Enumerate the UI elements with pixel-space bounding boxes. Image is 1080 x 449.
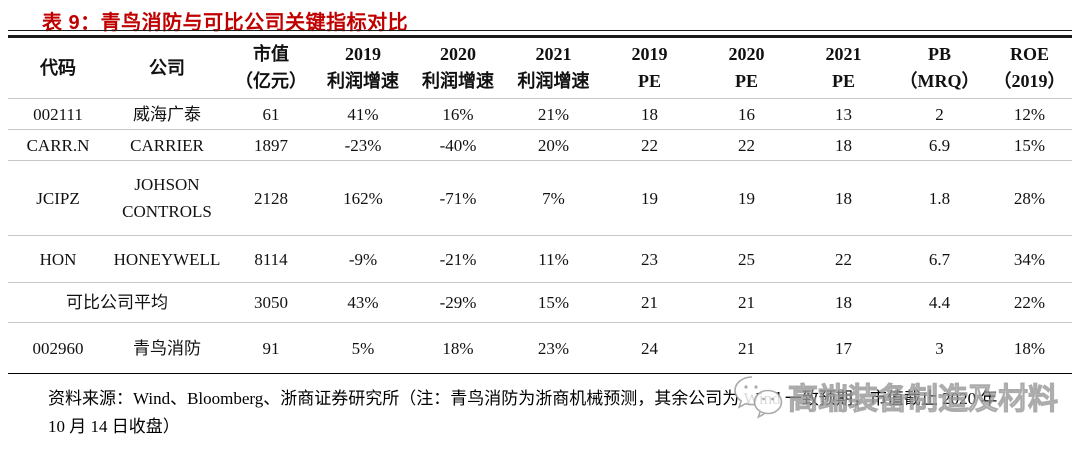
cell-code: 002111 — [8, 98, 108, 130]
cell-growth-2019: 5% — [316, 322, 410, 374]
cell-company: HONEYWELL — [108, 235, 226, 283]
cell-company: 威海广泰 — [108, 98, 226, 130]
cell-pe-2019: 24 — [601, 322, 698, 374]
comparison-table: 代码 公司 市值 （亿元） 2019 利润增速 2020 利润增速 2021 利润增速 … — [8, 38, 1072, 374]
cell-roe: 34% — [987, 235, 1072, 283]
cell-pb: 6.7 — [892, 235, 987, 283]
cell-growth-2020: -21% — [410, 235, 506, 283]
cell-growth-2021: 20% — [506, 129, 601, 161]
cell-pb: 1.8 — [892, 160, 987, 236]
cell-growth-2020: -29% — [410, 282, 506, 323]
cell-pe-2019: 19 — [601, 160, 698, 236]
cell-growth-2019: 41% — [316, 98, 410, 130]
cell-pe-2021: 18 — [795, 160, 892, 236]
cell-roe: 22% — [987, 282, 1072, 323]
cell-roe: 28% — [987, 160, 1072, 236]
source-note-line2: 10 月 14 日收盘） — [48, 417, 180, 436]
cell-pe-2020: 25 — [698, 235, 795, 283]
cell-code: CARR.N — [8, 129, 108, 161]
cell-market-cap: 3050 — [226, 282, 316, 323]
cell-pe-2020: 22 — [698, 129, 795, 161]
cell-roe: 15% — [987, 129, 1072, 161]
cell-pe-2020: 21 — [698, 322, 795, 374]
cell-pe-2019: 23 — [601, 235, 698, 283]
cell-growth-2019: -23% — [316, 129, 410, 161]
watermark: 高端装备制造及材料 — [731, 372, 1059, 420]
col-header-profit-growth-2021: 2021 利润增速 — [506, 38, 601, 99]
cell-pb: 2 — [892, 98, 987, 130]
cell-pe-2021: 18 — [795, 282, 892, 323]
cell-code: JCIPZ — [8, 160, 108, 236]
col-header-company: 公司 — [108, 38, 226, 99]
cell-company: 青鸟消防 — [108, 322, 226, 374]
cell-growth-2020: 16% — [410, 98, 506, 130]
cell-code: 002960 — [8, 322, 108, 374]
col-header-market-cap: 市值 （亿元） — [226, 38, 316, 99]
table-top-double-rule — [8, 30, 1072, 38]
cell-average-label: 可比公司平均 — [8, 282, 226, 323]
cell-growth-2020: -71% — [410, 160, 506, 236]
table-row-johson-controls: JCIPZ JOHSON CONTROLS 2128 162% -71% 7% … — [8, 160, 1072, 236]
cell-pe-2019: 21 — [601, 282, 698, 323]
cell-company: JOHSON CONTROLS — [108, 160, 226, 236]
cell-company: CARRIER — [108, 129, 226, 161]
cell-pe-2021: 13 — [795, 98, 892, 130]
cell-market-cap: 2128 — [226, 160, 316, 236]
cell-pb: 4.4 — [892, 282, 987, 323]
col-header-roe-2019: ROE （2019） — [987, 38, 1072, 99]
cell-pb: 3 — [892, 322, 987, 374]
col-header-profit-growth-2020: 2020 利润增速 — [410, 38, 506, 99]
wechat-bubbles-icon — [734, 376, 783, 419]
col-header-profit-growth-2019: 2019 利润增速 — [316, 38, 410, 99]
header-row: 代码 公司 市值 （亿元） 2019 利润增速 2020 利润增速 2021 利润增速 … — [8, 38, 1072, 99]
cell-pe-2019: 22 — [601, 129, 698, 161]
col-header-pb-mrq: PB （MRQ） — [892, 38, 987, 99]
cell-pe-2020: 16 — [698, 98, 795, 130]
cell-pe-2021: 17 — [795, 322, 892, 374]
cell-growth-2019: 43% — [316, 282, 410, 323]
cell-growth-2020: -40% — [410, 129, 506, 161]
cell-growth-2019: -9% — [316, 235, 410, 283]
col-header-pe-2019: 2019 PE — [601, 38, 698, 99]
table-row-honeywell: HON HONEYWELL 8114 -9% -21% 11% 23 25 22… — [8, 235, 1072, 283]
table-row-qingniao-fire: 002960 青鸟消防 91 5% 18% 23% 24 21 17 3 18% — [8, 322, 1072, 374]
cell-pe-2020: 21 — [698, 282, 795, 323]
cell-market-cap: 91 — [226, 322, 316, 374]
table-row-weihai-guangtai: 002111 威海广泰 61 41% 16% 21% 18 16 13 2 12… — [8, 98, 1072, 130]
cell-pe-2021: 22 — [795, 235, 892, 283]
watermark-text: 高端装备制造及材料 — [788, 383, 1059, 417]
cell-growth-2021: 21% — [506, 98, 601, 130]
cell-roe: 18% — [987, 322, 1072, 374]
cell-pe-2019: 18 — [601, 98, 698, 130]
cell-market-cap: 8114 — [226, 235, 316, 283]
cell-code: HON — [8, 235, 108, 283]
table-title: 表 9：青鸟消防与可比公司关键指标对比 — [42, 12, 409, 34]
col-header-pe-2021: 2021 PE — [795, 38, 892, 99]
col-header-pe-2020: 2020 PE — [698, 38, 795, 99]
cell-market-cap: 61 — [226, 98, 316, 130]
cell-roe: 12% — [987, 98, 1072, 130]
cell-pb: 6.9 — [892, 129, 987, 161]
col-header-code: 代码 — [8, 38, 108, 99]
cell-growth-2020: 18% — [410, 322, 506, 374]
table-row-carrier: CARR.N CARRIER 1897 -23% -40% 20% 22 22 … — [8, 129, 1072, 161]
cell-market-cap: 1897 — [226, 129, 316, 161]
cell-pe-2021: 18 — [795, 129, 892, 161]
cell-growth-2019: 162% — [316, 160, 410, 236]
cell-growth-2021: 23% — [506, 322, 601, 374]
cell-growth-2021: 15% — [506, 282, 601, 323]
cell-growth-2021: 11% — [506, 235, 601, 283]
cell-growth-2021: 7% — [506, 160, 601, 236]
table-row-comparable-average: 可比公司平均 3050 43% -29% 15% 21 21 18 4.4 22… — [8, 282, 1072, 323]
cell-pe-2020: 19 — [698, 160, 795, 236]
